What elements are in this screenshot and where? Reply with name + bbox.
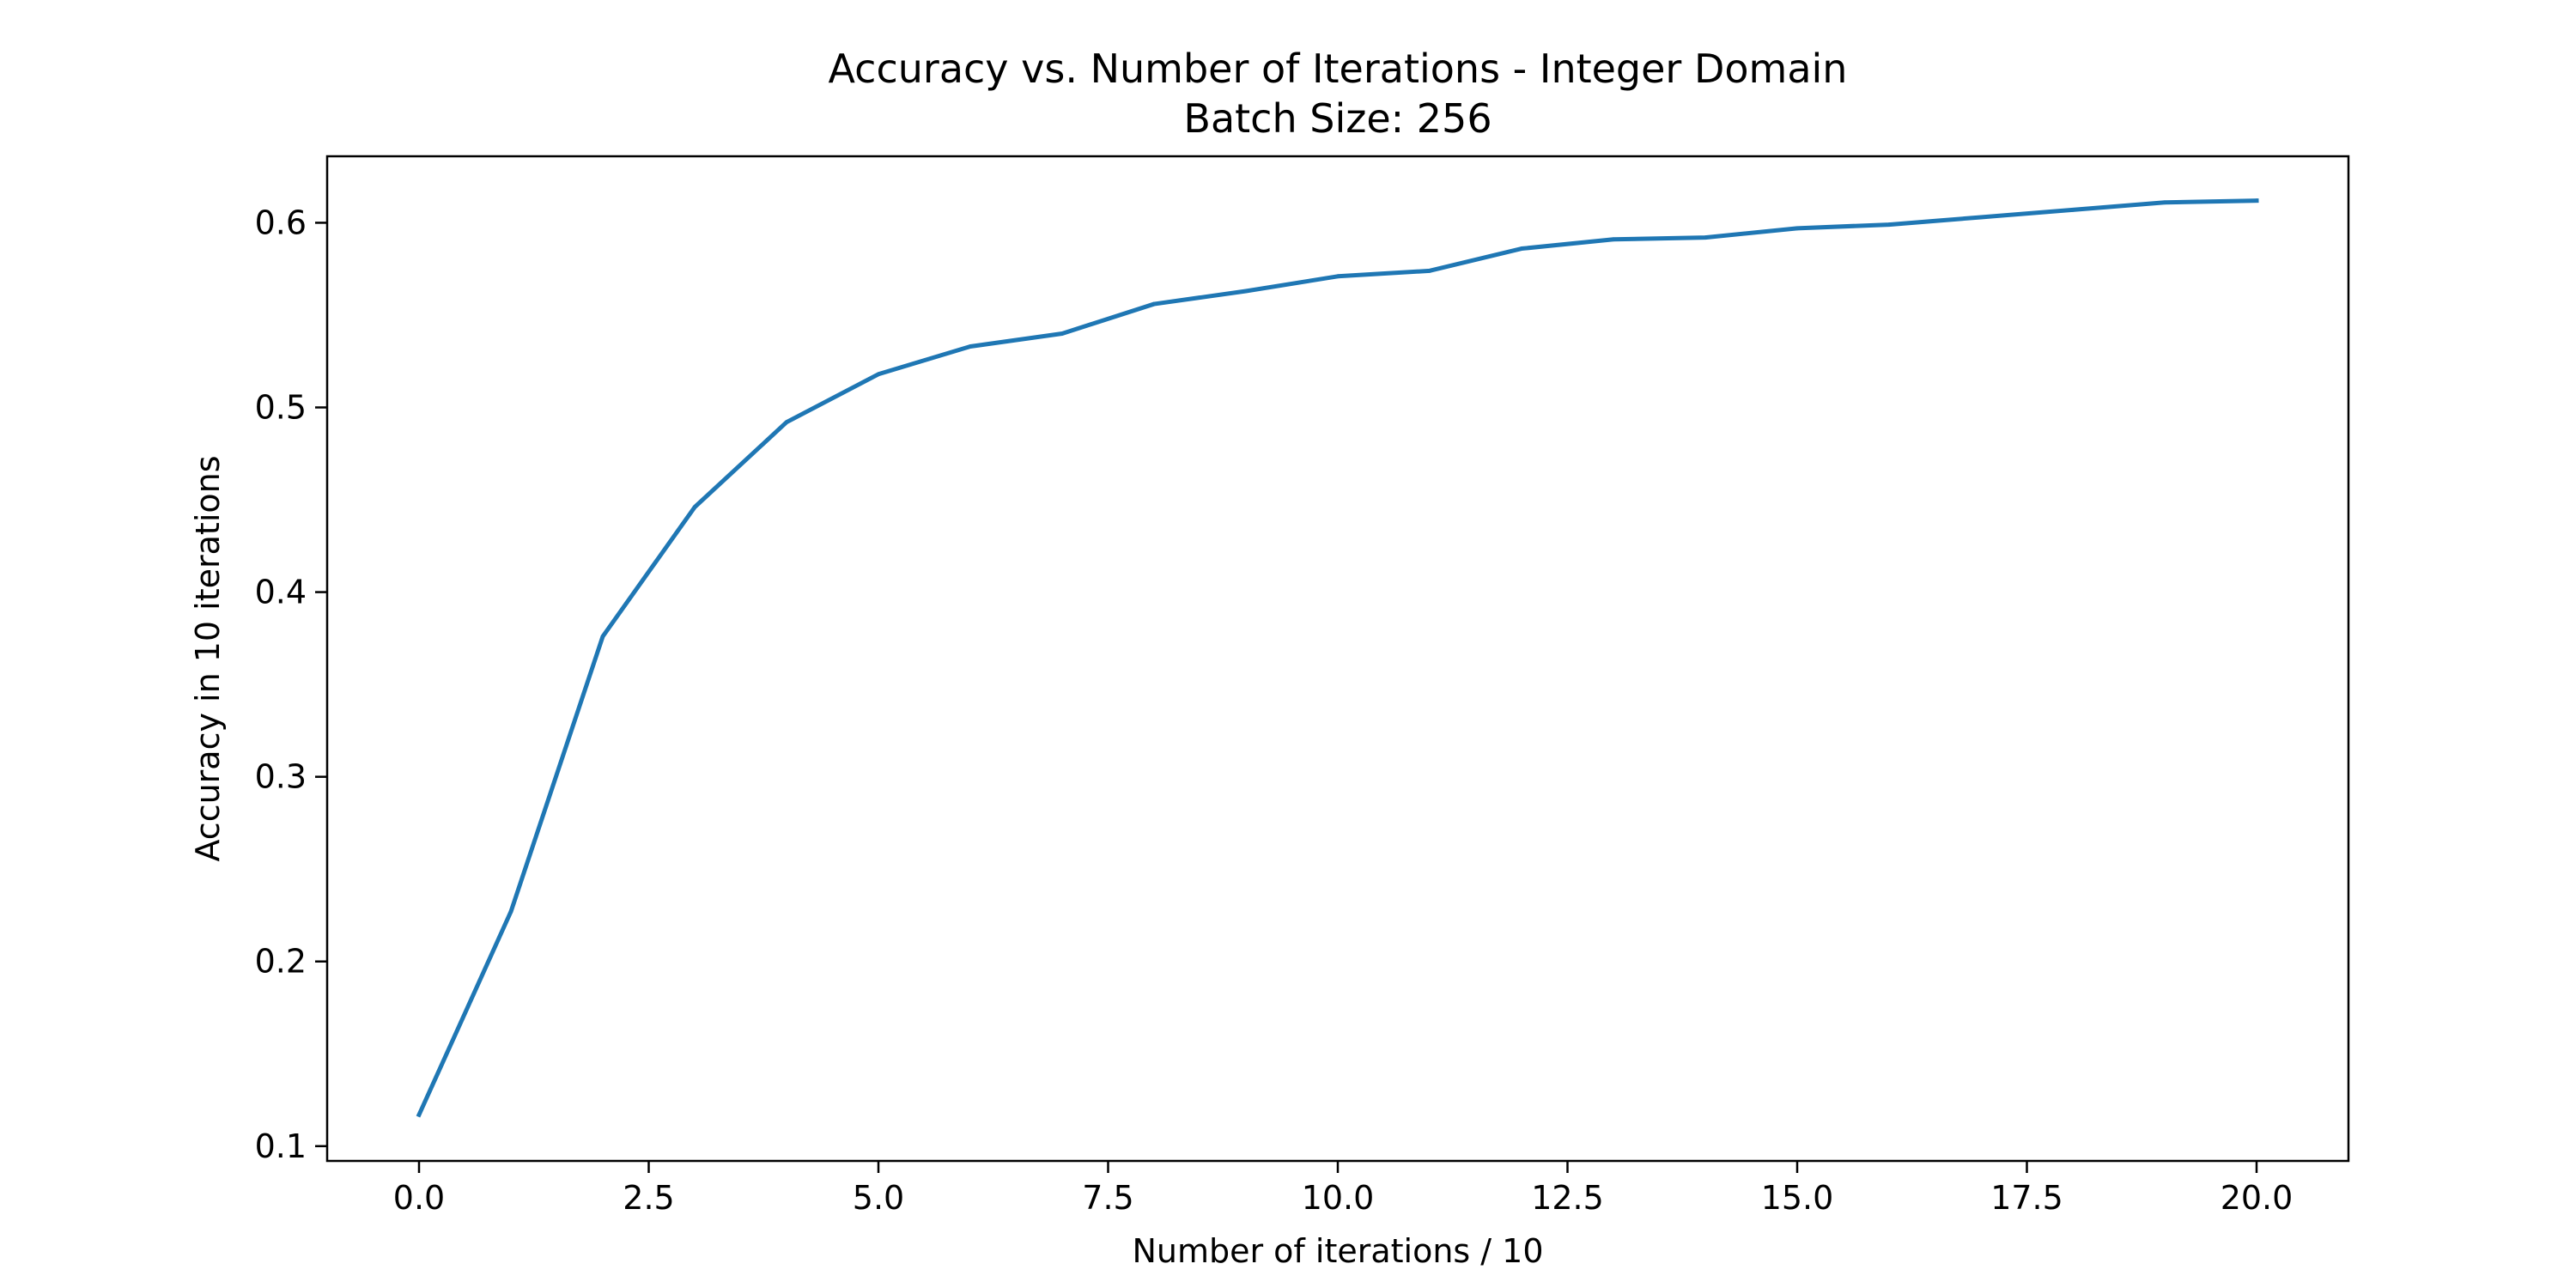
data-point [1060, 331, 1065, 336]
y-tick-label: 0.1 [255, 1127, 307, 1165]
x-tick-label: 20.0 [2221, 1179, 2293, 1217]
data-point [1151, 301, 1157, 307]
data-point [1886, 222, 1892, 227]
x-tick-label: 0.0 [393, 1179, 445, 1217]
data-point [784, 420, 789, 425]
y-axis-ticks: 0.1 0.2 0.3 0.4 0.5 0.6 [255, 204, 327, 1165]
chart-subtitle: Batch Size: 256 [1183, 95, 1492, 142]
data-point [1427, 268, 1432, 273]
y-tick-label: 0.2 [255, 943, 307, 981]
data-point [968, 344, 973, 349]
data-point [1519, 246, 1524, 251]
series-line-accuracy [416, 198, 2259, 1118]
x-tick-label: 15.0 [1761, 1179, 1834, 1217]
data-point [2070, 207, 2075, 212]
x-tick-label: 5.0 [853, 1179, 904, 1217]
data-point [876, 372, 881, 377]
data-point [1795, 226, 1800, 231]
x-tick-label: 10.0 [1302, 1179, 1375, 1217]
y-tick-label: 0.3 [255, 758, 307, 796]
data-point [600, 634, 605, 639]
y-tick-label: 0.5 [255, 389, 307, 427]
data-point [692, 505, 697, 510]
series-layer [416, 198, 2259, 1118]
x-axis-label: Number of iterations / 10 [1132, 1232, 1543, 1270]
x-tick-label: 7.5 [1082, 1179, 1133, 1217]
data-point [1611, 237, 1616, 242]
data-point [1703, 235, 1708, 240]
y-tick-label: 0.4 [255, 574, 307, 611]
x-axis-ticks: 0.0 2.5 5.0 7.5 10.0 12.5 15.0 17.5 20.0 [393, 1161, 2293, 1217]
x-tick-label: 2.5 [623, 1179, 674, 1217]
data-point [2162, 200, 2167, 205]
chart-title: Accuracy vs. Number of Iterations - Inte… [829, 46, 1848, 92]
plot-area-frame [325, 155, 2350, 1163]
data-point [2254, 198, 2259, 204]
x-tick-label: 17.5 [1990, 1179, 2063, 1217]
x-tick-label: 12.5 [1531, 1179, 1604, 1217]
data-point [416, 1112, 422, 1117]
data-point [1978, 215, 1984, 220]
data-point [1335, 274, 1340, 279]
data-point [1243, 289, 1249, 294]
data-point [508, 909, 513, 914]
y-axis-label: Accuracy in 10 iterations [189, 455, 227, 861]
y-tick-label: 0.6 [255, 204, 307, 241]
